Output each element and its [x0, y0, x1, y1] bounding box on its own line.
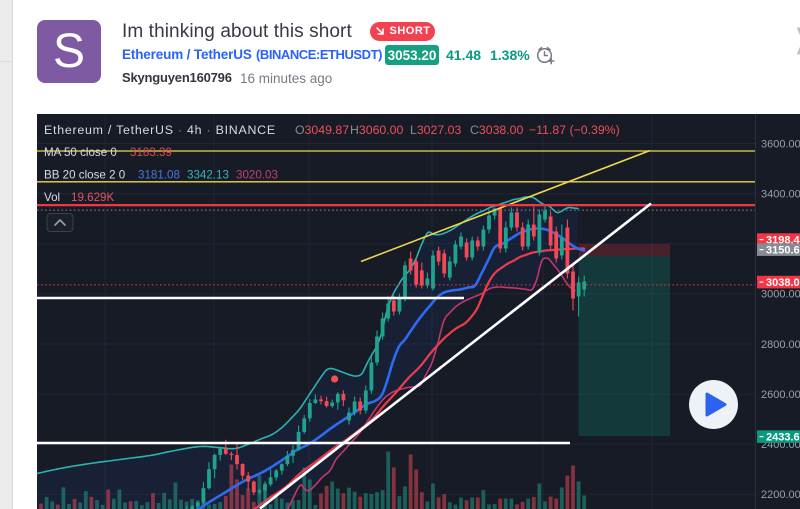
svg-text:3400.00: 3400.00 — [761, 188, 800, 200]
svg-text:3038.0: 3038.0 — [766, 276, 800, 288]
svg-text:3600.00: 3600.00 — [761, 138, 800, 150]
svg-text:2800.00: 2800.00 — [761, 338, 800, 350]
svg-text:2600.00: 2600.00 — [761, 388, 800, 400]
svg-text:2433.6: 2433.6 — [766, 431, 800, 443]
svg-text:Ethereum / TetherUS · 4h · BIN: Ethereum / TetherUS · 4h · BINANCE — [44, 123, 276, 137]
svg-text:3150.6: 3150.6 — [766, 244, 800, 256]
svg-text:2200.00: 2200.00 — [761, 489, 800, 501]
svg-text:3000.00: 3000.00 — [761, 288, 800, 300]
